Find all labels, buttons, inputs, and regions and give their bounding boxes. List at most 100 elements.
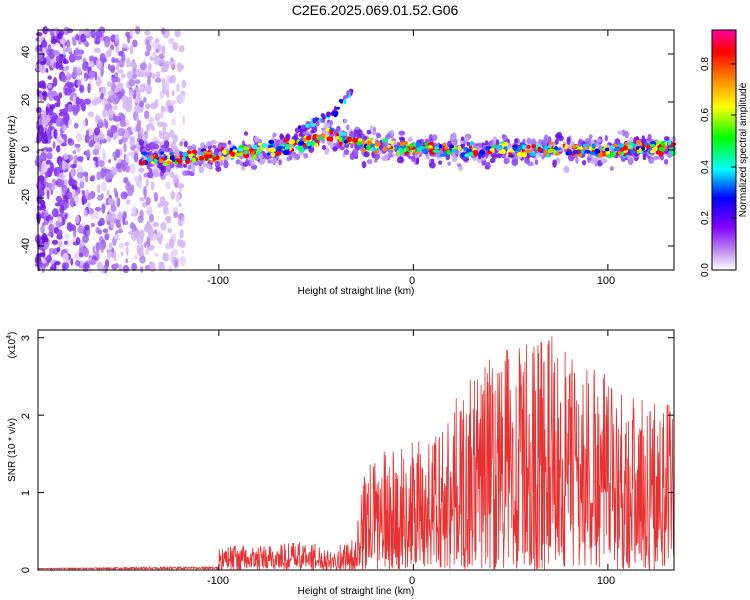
ridge-halo-blob <box>153 144 160 150</box>
noise-blob <box>155 140 162 145</box>
noise-blob <box>122 101 130 110</box>
noise-blob <box>71 104 78 112</box>
ridge-core-blob <box>140 151 148 155</box>
noise-blob <box>155 71 161 79</box>
noise-blob <box>90 175 96 180</box>
noise-blob <box>143 185 147 196</box>
noise-blob <box>126 199 131 205</box>
noise-blob <box>133 254 138 260</box>
noise-blob <box>59 179 65 188</box>
branch-blob <box>325 111 331 118</box>
noise-blob <box>79 84 85 94</box>
noise-blob <box>62 107 69 114</box>
ridge-halo-blob <box>154 169 160 178</box>
ridge-halo-blob <box>555 138 559 145</box>
ridge-halo-blob <box>235 159 241 165</box>
ridge-core-blob <box>529 152 535 156</box>
noise-blob <box>111 76 119 83</box>
noise-blob <box>147 62 152 73</box>
ridge-core-blob <box>620 147 625 152</box>
ridge-core-blob <box>577 149 581 154</box>
ridge-core-blob <box>624 141 629 147</box>
ridge-core-blob <box>146 157 153 162</box>
colorbar-tick-label-3: 0.6 <box>700 108 711 122</box>
noise-blob <box>88 111 94 118</box>
ridge-halo-blob <box>332 146 338 152</box>
ridge-core-blob <box>283 138 289 143</box>
ridge-core-blob <box>503 146 508 151</box>
noise-blob <box>82 171 89 177</box>
noise-blob <box>96 261 103 270</box>
noise-blob <box>114 262 120 269</box>
ridge-core-blob <box>244 149 248 155</box>
ridge-core-blob <box>270 152 275 158</box>
noise-blob <box>102 153 107 162</box>
noise-blob <box>54 102 59 108</box>
bottom-yaxis-label: SNR (10 * v/v) <box>7 418 18 482</box>
ridge-core-blob <box>220 155 225 161</box>
ridge-core-blob <box>251 145 258 150</box>
ridge-core-blob <box>473 151 479 157</box>
ridge-halo-blob <box>501 134 508 141</box>
noise-blob <box>130 222 135 230</box>
noise-blob <box>89 134 94 140</box>
noise-blob <box>93 133 99 143</box>
snr-frame <box>37 329 675 571</box>
colorbar: 0.0 0.2 0.4 0.6 0.8 Normalized spectral … <box>700 29 749 277</box>
noise-blob <box>130 230 138 241</box>
noise-blob <box>125 258 129 264</box>
noise-blob <box>42 83 47 90</box>
noise-blob <box>63 136 68 144</box>
noise-blob <box>147 116 155 124</box>
colorbar-tick-label-1: 0.2 <box>700 211 711 225</box>
noise-blob <box>150 181 154 191</box>
noise-blob <box>137 215 144 224</box>
noise-blob <box>164 215 172 222</box>
noise-blob <box>121 95 128 103</box>
noise-blob <box>95 241 102 251</box>
noise-blob <box>146 237 151 248</box>
ridge-core-blob <box>212 156 217 161</box>
top-ytick-label-4: -40 <box>20 238 32 254</box>
noise-blob <box>139 255 146 264</box>
noise-blob <box>110 218 115 229</box>
noise-blob <box>125 165 130 173</box>
noise-blob <box>144 222 152 233</box>
noise-blob <box>159 58 165 64</box>
top-xtick-label-1: 0 <box>409 275 415 287</box>
ridge-core-blob <box>396 151 401 156</box>
noise-blob <box>136 244 141 252</box>
ridge-halo-blob <box>291 151 296 158</box>
noise-blob <box>103 168 111 174</box>
ridge-core-blob <box>609 153 614 158</box>
ridge-halo-blob <box>272 132 277 138</box>
noise-blob <box>66 28 74 34</box>
noise-blob <box>128 89 134 97</box>
ridge-core-blob <box>512 146 518 151</box>
noise-blob <box>90 29 96 39</box>
noise-blob <box>118 242 125 249</box>
noise-blob <box>89 139 95 146</box>
noise-blob <box>170 190 175 200</box>
noise-blob <box>46 169 53 177</box>
noise-blob <box>108 158 112 164</box>
noise-blob <box>51 90 57 98</box>
noise-blob <box>60 160 68 171</box>
noise-blob <box>133 98 138 104</box>
ridge-core-blob <box>159 151 165 155</box>
noise-blob <box>40 225 45 234</box>
noise-blob <box>161 46 166 56</box>
noise-blob <box>116 82 124 91</box>
ridge-halo-blob <box>463 136 470 142</box>
ridge-halo-blob <box>249 158 255 167</box>
bottom-xtick-label-1: 0 <box>409 575 415 587</box>
ridge-core-blob <box>650 144 656 148</box>
noise-blob <box>108 47 112 57</box>
ridge-halo-blob <box>278 159 282 166</box>
ridge-halo-blob <box>205 141 213 147</box>
noise-blob <box>62 43 66 52</box>
noise-blob <box>119 120 127 127</box>
ridge-core-blob <box>153 158 158 164</box>
ridge-halo-blob <box>375 132 382 139</box>
noise-blob <box>40 152 47 162</box>
